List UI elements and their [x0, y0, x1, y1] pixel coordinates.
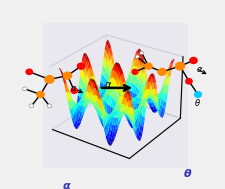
X-axis label: α: α	[63, 181, 71, 189]
Circle shape	[140, 51, 144, 55]
Circle shape	[45, 76, 54, 83]
Circle shape	[63, 72, 72, 79]
Circle shape	[132, 69, 138, 74]
Circle shape	[135, 55, 139, 58]
Circle shape	[29, 104, 34, 108]
Circle shape	[71, 88, 77, 93]
Circle shape	[77, 63, 85, 69]
Text: $\alpha$: $\alpha$	[70, 84, 77, 93]
Circle shape	[26, 69, 32, 74]
Circle shape	[186, 79, 192, 84]
Circle shape	[47, 104, 52, 108]
Text: $\alpha$: $\alpha$	[104, 80, 112, 90]
Circle shape	[190, 57, 197, 64]
Circle shape	[176, 62, 184, 70]
Text: $\alpha$: $\alpha$	[196, 65, 203, 74]
Circle shape	[145, 63, 152, 69]
Text: $\theta$: $\theta$	[194, 97, 200, 108]
Circle shape	[37, 91, 44, 98]
Circle shape	[195, 92, 201, 97]
Circle shape	[22, 87, 27, 91]
Circle shape	[158, 68, 166, 75]
Y-axis label: θ: θ	[184, 169, 191, 179]
